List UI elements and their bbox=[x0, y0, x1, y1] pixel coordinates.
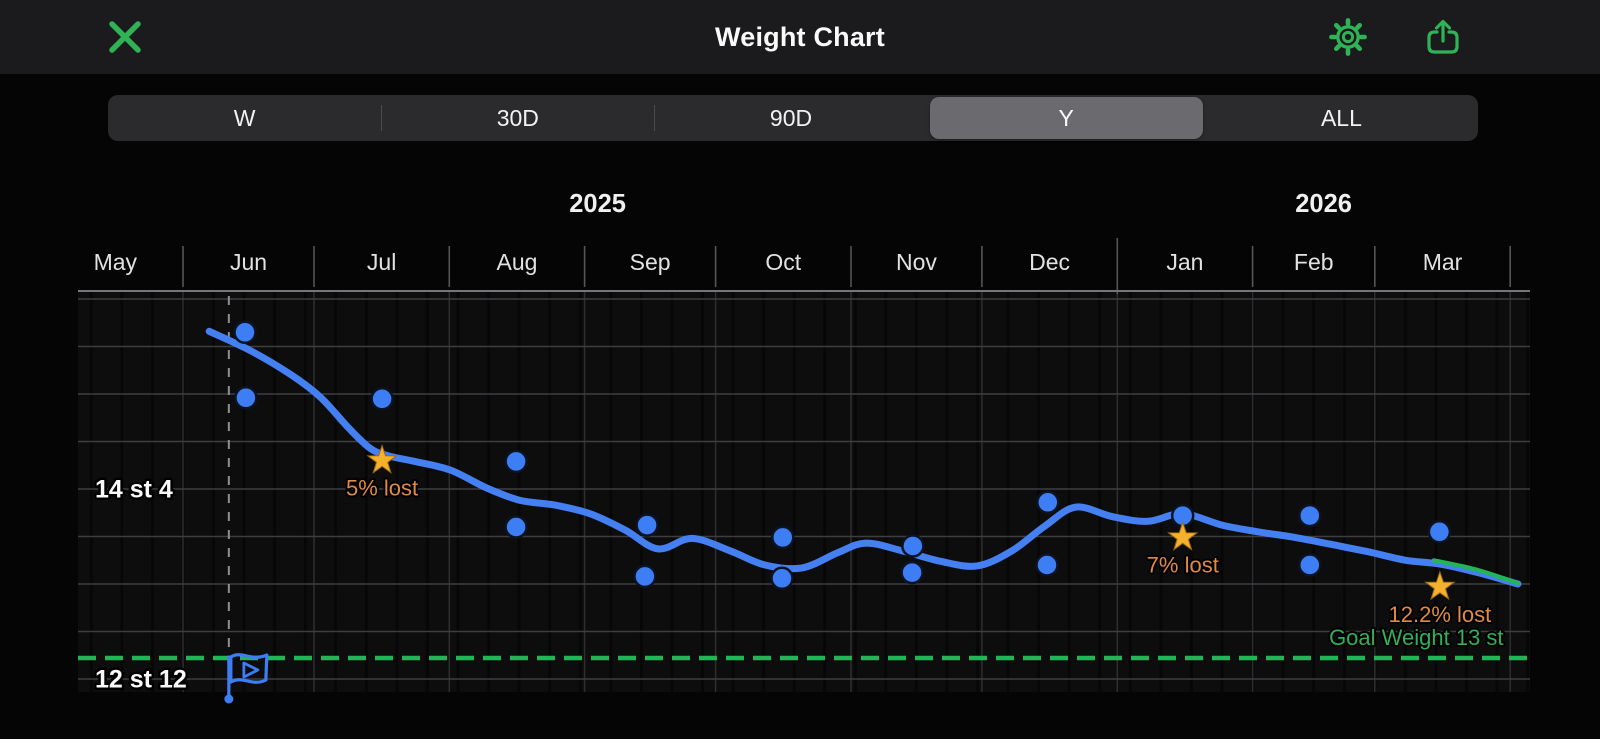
weight-dot[interactable] bbox=[1298, 503, 1322, 528]
svg-text:2026: 2026 bbox=[1295, 190, 1352, 218]
weight-dot[interactable] bbox=[633, 564, 657, 589]
weight-dot[interactable] bbox=[1036, 490, 1060, 515]
goal-label: Goal Weight 13 st bbox=[1327, 623, 1505, 652]
top-navigation-bar: Weight Chart bbox=[0, 0, 1600, 74]
svg-text:Mar: Mar bbox=[1423, 249, 1463, 275]
weight-dot[interactable] bbox=[504, 449, 528, 474]
svg-text:Dec: Dec bbox=[1029, 249, 1070, 275]
weight-gridlines bbox=[78, 290, 1530, 680]
weight-dot[interactable] bbox=[1427, 520, 1452, 544]
chart-background bbox=[78, 291, 1530, 692]
weight-dot[interactable] bbox=[635, 513, 659, 537]
svg-text:12 st 12: 12 st 12 bbox=[95, 666, 187, 694]
svg-text:Goal Weight 13 st: Goal Weight 13 st bbox=[1329, 625, 1503, 650]
svg-text:5% lost: 5% lost bbox=[346, 476, 418, 501]
weight-dot[interactable] bbox=[234, 386, 258, 410]
range-option-week[interactable]: W bbox=[233, 104, 256, 131]
milestone-star-icon[interactable] bbox=[366, 443, 398, 474]
weight-dot[interactable] bbox=[770, 566, 794, 591]
weight-reading-dots bbox=[233, 320, 1452, 591]
range-option-year[interactable]: Y bbox=[929, 97, 1203, 139]
range-option-30d[interactable]: 30D bbox=[380, 95, 654, 141]
svg-text:Nov: Nov bbox=[896, 249, 937, 275]
weight-dot[interactable] bbox=[771, 525, 795, 550]
weight-dot[interactable] bbox=[900, 560, 924, 585]
close-icon bbox=[109, 21, 141, 53]
svg-text:12.2% lost: 12.2% lost bbox=[1389, 602, 1492, 627]
weight-dot[interactable] bbox=[1035, 553, 1059, 577]
trend-line bbox=[205, 327, 1522, 588]
weight-dot[interactable] bbox=[901, 534, 925, 558]
weight-dot[interactable] bbox=[1298, 553, 1322, 577]
gear-icon bbox=[1329, 18, 1367, 56]
month-gridlines bbox=[182, 238, 1511, 692]
milestone-star-icon[interactable] bbox=[1424, 570, 1456, 601]
range-option-90d[interactable]: 90D bbox=[653, 95, 927, 141]
svg-text:Jan: Jan bbox=[1166, 249, 1203, 275]
start-marker bbox=[224, 296, 269, 704]
svg-text:2025: 2025 bbox=[569, 190, 626, 218]
share-button[interactable] bbox=[1406, 0, 1480, 74]
year-labels: 2025 2026 bbox=[569, 190, 1352, 218]
page-title: Weight Chart bbox=[715, 21, 885, 52]
svg-text:May: May bbox=[94, 249, 138, 275]
y-axis-labels: 14 st 4 12 st 12 bbox=[93, 473, 190, 696]
close-button[interactable] bbox=[88, 0, 162, 74]
svg-text:Aug: Aug bbox=[497, 249, 538, 275]
svg-text:Sep: Sep bbox=[630, 249, 671, 275]
start-flag-play-icon bbox=[224, 653, 269, 704]
share-icon bbox=[1427, 19, 1459, 54]
svg-text:Feb: Feb bbox=[1294, 249, 1334, 275]
milestone-star-icon[interactable] bbox=[1167, 520, 1199, 551]
range-option-all[interactable]: ALL bbox=[1320, 104, 1362, 131]
goal-projection-line bbox=[1431, 558, 1521, 586]
svg-text:Jun: Jun bbox=[230, 249, 267, 275]
svg-text:7% lost: 7% lost bbox=[1147, 552, 1219, 577]
settings-button[interactable] bbox=[1311, 0, 1385, 74]
range-selector: W 30D 90D Y ALL bbox=[108, 95, 1478, 141]
weight-dot[interactable] bbox=[370, 387, 394, 411]
milestone-markers: 5% lost 7% lost 12.2% lost bbox=[344, 443, 1493, 629]
month-labels: May Jun Jul Aug Sep Oct Nov Dec Jan Feb Mar bbox=[94, 249, 1463, 275]
weight-dot[interactable] bbox=[233, 320, 257, 345]
svg-text:Jul: Jul bbox=[367, 249, 396, 275]
svg-text:Oct: Oct bbox=[765, 249, 801, 275]
weight-dot[interactable] bbox=[504, 515, 528, 539]
svg-text:14 st 4: 14 st 4 bbox=[95, 476, 173, 504]
